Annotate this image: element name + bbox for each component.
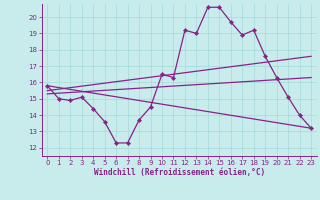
- X-axis label: Windchill (Refroidissement éolien,°C): Windchill (Refroidissement éolien,°C): [94, 168, 265, 177]
